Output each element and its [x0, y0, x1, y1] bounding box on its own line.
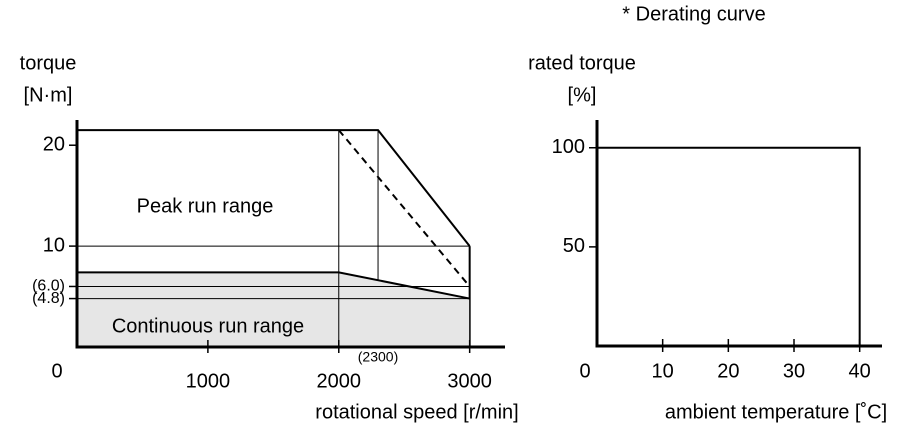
- x-tick-label: 0: [579, 360, 590, 382]
- line: [77, 129, 471, 247]
- x-tick-label: 30: [783, 360, 805, 382]
- line: [597, 146, 861, 346]
- y-axis-label: [%]: [568, 84, 597, 106]
- y-axis-label: rated torque: [528, 52, 636, 74]
- x-tick-label: 0: [51, 360, 62, 382]
- y-tick-label: 10: [43, 234, 65, 256]
- x-tick-label: 2000: [317, 370, 362, 392]
- x-tick-label: 20: [717, 360, 739, 382]
- annotation: (2300): [358, 349, 398, 365]
- y-axis-label: torque: [20, 52, 77, 74]
- x-tick-label: 3000: [447, 370, 492, 392]
- y-tick-label: 100: [552, 136, 585, 158]
- y-tick-label: (6.0): [32, 278, 65, 295]
- y-tick-label: 50: [563, 235, 585, 257]
- area: [77, 272, 470, 347]
- region-label: Peak run range: [137, 195, 274, 217]
- line: [338, 129, 471, 288]
- x-tick-label: 10: [652, 360, 674, 382]
- x-axis-label: rotational speed [r/min]: [315, 401, 518, 423]
- x-axis-label: ambient temperature [˚C]: [665, 401, 887, 423]
- x-tick-label: 40: [849, 360, 871, 382]
- chart-title: * Derating curve: [622, 3, 765, 25]
- y-tick-label: (4.8): [32, 290, 65, 307]
- y-axis-label: [N·m]: [24, 84, 73, 106]
- y-tick-label: 20: [43, 134, 65, 156]
- region-label: Continuous run range: [112, 315, 304, 337]
- x-tick-label: 1000: [186, 370, 231, 392]
